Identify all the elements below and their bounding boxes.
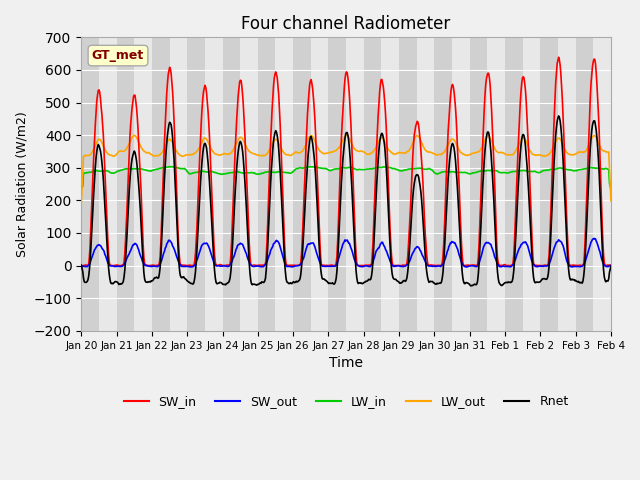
Rnet [555,113,563,119]
SW_in [426,262,433,268]
Bar [487,37,505,331]
SW_out [87,257,95,263]
Bar [523,37,540,331]
Bar [275,37,293,331]
LW_out [87,151,95,157]
Bar [99,37,116,331]
Bar [558,37,575,331]
LW_out [195,145,203,151]
Text: GT_met: GT_met [92,49,144,62]
Title: Four channel Radiometer: Four channel Radiometer [241,15,451,33]
SW_out [141,263,149,268]
Bar [311,37,328,331]
Line: SW_in: SW_in [81,57,611,265]
Y-axis label: Solar Radiation (W/m2): Solar Radiation (W/m2) [15,111,28,257]
Bar [417,37,435,331]
LW_in [223,170,231,176]
SW_out [77,263,85,269]
Bar [116,37,134,331]
Bar [258,37,275,331]
Bar [152,37,170,331]
SW_in [195,167,203,173]
SW_out [223,264,231,269]
Bar [399,37,417,331]
LW_in [427,167,435,172]
Bar [381,37,399,331]
X-axis label: Time: Time [329,356,363,370]
Bar [452,37,470,331]
Line: SW_out: SW_out [81,239,611,267]
Rnet [607,264,615,269]
SW_in [141,263,149,268]
Bar [223,37,240,331]
Rnet [410,180,418,186]
Bar [435,37,452,331]
LW_out [77,201,85,206]
Bar [170,37,188,331]
Bar [81,37,99,331]
LW_out [342,132,350,138]
Bar [328,37,346,331]
SW_out [426,263,433,269]
SW_in [77,263,85,268]
Rnet [195,204,203,210]
LW_in [141,167,149,173]
SW_out [590,236,598,241]
SW_out [195,251,203,256]
SW_out [607,263,615,268]
Bar [593,37,611,331]
Bar [540,37,558,331]
Bar [240,37,258,331]
Rnet [87,245,95,251]
Bar [346,37,364,331]
Rnet [77,262,85,268]
Line: LW_in: LW_in [81,167,611,187]
Line: LW_out: LW_out [81,135,611,204]
LW_in [87,169,95,175]
LW_in [310,164,318,169]
SW_in [87,225,95,230]
LW_in [77,184,85,190]
Bar [505,37,523,331]
Bar [364,37,381,331]
Line: Rnet: Rnet [81,116,611,286]
Rnet [223,281,231,287]
SW_out [463,264,470,270]
LW_out [607,198,615,204]
Rnet [141,278,149,284]
SW_in [223,262,231,268]
Rnet [467,283,475,289]
SW_in [555,54,563,60]
Bar [205,37,223,331]
LW_out [411,135,419,141]
Legend: SW_in, SW_out, LW_in, LW_out, Rnet: SW_in, SW_out, LW_in, LW_out, Rnet [118,390,573,413]
LW_out [427,149,435,155]
SW_out [410,248,418,253]
LW_in [195,169,203,175]
LW_in [607,184,615,190]
Bar [293,37,311,331]
Bar [188,37,205,331]
LW_out [223,151,231,157]
SW_in [607,262,615,268]
Bar [575,37,593,331]
LW_in [411,166,419,171]
Bar [470,37,487,331]
SW_in [410,132,418,138]
Rnet [426,279,433,285]
Bar [134,37,152,331]
LW_out [141,149,149,155]
